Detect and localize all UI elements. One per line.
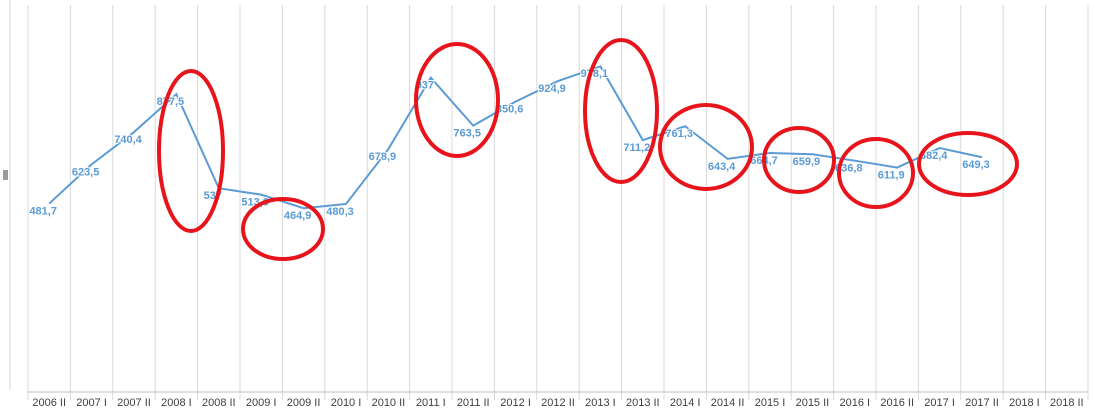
- resize-handle[interactable]: [3, 170, 8, 180]
- data-label: 623,5: [72, 166, 100, 178]
- x-tick-label: 2018 II: [1050, 397, 1084, 409]
- x-tick-label: 2013 I: [585, 397, 616, 409]
- data-label: 464,9: [284, 210, 312, 222]
- data-label: 659,9: [793, 156, 821, 168]
- data-label: 877,5: [157, 96, 185, 108]
- annotations: [157, 38, 1019, 261]
- data-label: 682,4: [920, 150, 948, 162]
- highlight-ellipse: [241, 197, 325, 261]
- data-label: 978,1: [581, 68, 609, 80]
- highlight-ellipse: [658, 103, 754, 191]
- data-label: 763,5: [453, 128, 481, 140]
- x-tick-label: 2015 II: [796, 397, 830, 409]
- x-tick-label: 2012 II: [541, 397, 575, 409]
- x-tick-label: 2016 I: [840, 397, 871, 409]
- x-tick-label: 2010 I: [331, 397, 362, 409]
- x-tick-label: 2017 I: [924, 397, 955, 409]
- x-tick-label: 2017 II: [965, 397, 999, 409]
- highlight-ellipse: [837, 137, 915, 209]
- x-tick-label: 2006 II: [32, 397, 66, 409]
- highlight-ellipse: [917, 131, 1019, 197]
- highlight-ellipse: [157, 69, 225, 233]
- x-tick-label: 2008 I: [161, 397, 192, 409]
- x-tick-label: 2009 I: [246, 397, 277, 409]
- data-label: 761,3: [665, 128, 693, 140]
- x-tick-label: 2012 I: [500, 397, 531, 409]
- data-label: 924,9: [538, 83, 566, 95]
- x-tick-label: 2011 II: [457, 397, 490, 409]
- data-label: 480,3: [326, 206, 354, 218]
- x-tick-label: 2015 I: [755, 397, 786, 409]
- x-tick-label: 2010 II: [372, 397, 406, 409]
- data-label: 711,2: [623, 142, 650, 154]
- data-label: 678,9: [369, 151, 397, 163]
- x-tick-label: 2007 II: [117, 397, 151, 409]
- data-label: 740,4: [114, 134, 142, 146]
- highlight-ellipse: [583, 38, 659, 184]
- data-label: 481,7: [29, 205, 57, 217]
- highlight-ellipse: [762, 126, 836, 194]
- x-tick-label: 2011 I: [416, 397, 446, 409]
- series-line: [48, 65, 983, 210]
- x-tick-label: 2013 II: [626, 397, 660, 409]
- data-label: 643,4: [708, 161, 736, 173]
- x-tick-label: 2014 II: [711, 397, 745, 409]
- x-tick-label: 2016 II: [880, 397, 914, 409]
- data-label: 611,9: [878, 169, 905, 181]
- x-tick-label: 2009 II: [287, 397, 321, 409]
- x-tick-label: 2007 I: [76, 397, 107, 409]
- x-tick-label: 2014 I: [670, 397, 701, 409]
- data-label: 850,6: [496, 103, 524, 115]
- highlight-ellipse: [414, 42, 500, 158]
- x-tick-label: 2008 II: [202, 397, 236, 409]
- data-label: 649,3: [962, 159, 990, 171]
- x-tick-label: 2018 I: [1009, 397, 1040, 409]
